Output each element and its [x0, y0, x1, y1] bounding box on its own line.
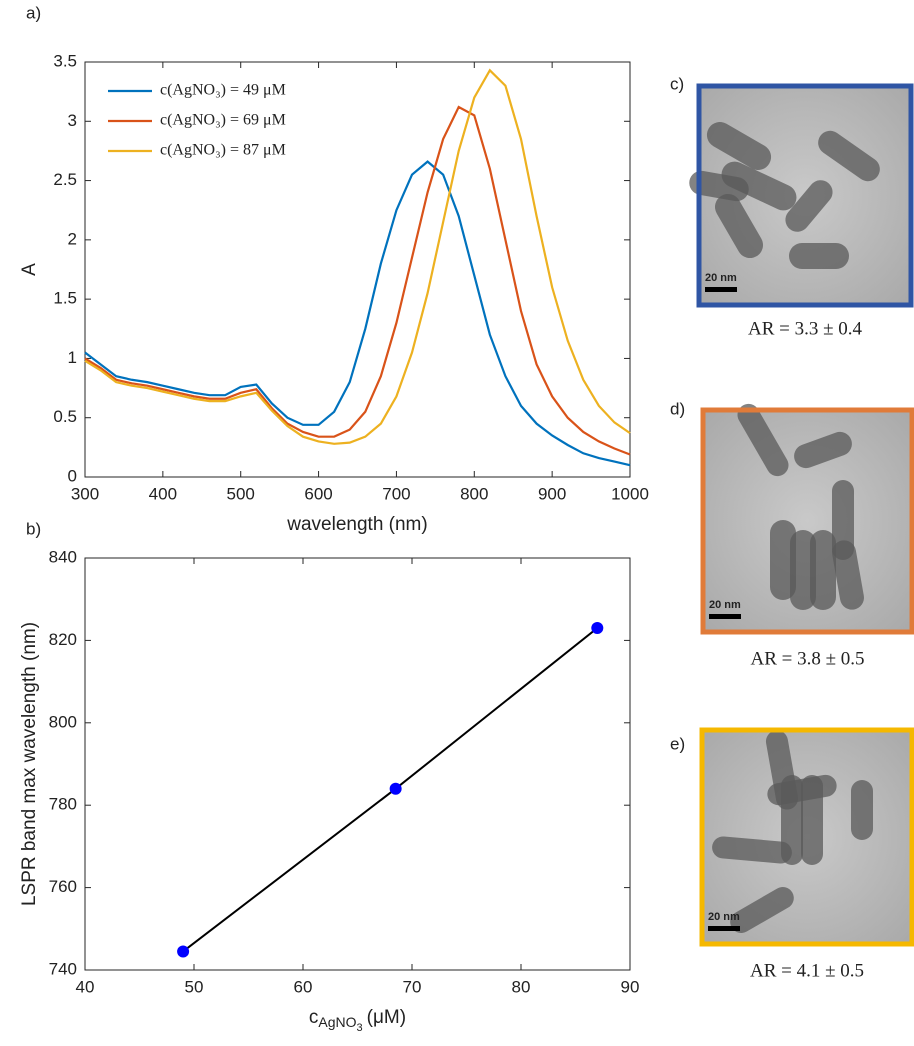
scale-label: 20 nm [708, 911, 740, 923]
y-tick-label: 760 [49, 877, 77, 896]
y-tick-label: 3 [68, 111, 77, 130]
caption: AR = 4.1 ± 0.5 [750, 960, 864, 981]
scale-bar [705, 287, 737, 292]
point [390, 783, 402, 795]
panel-label: d) [670, 399, 685, 418]
x-axis-label-part: c [309, 1007, 319, 1028]
x-axis-label-part: 3 [357, 1022, 363, 1034]
panel-label: b) [26, 519, 41, 538]
x-tick-label: 500 [227, 484, 255, 503]
scale-bar [708, 926, 740, 931]
nanorod [851, 780, 873, 840]
legend-label: c(AgNO₃) = 87 μM [160, 142, 286, 159]
x-tick-label: 40 [76, 977, 95, 996]
legend-label: c(AgNO₃) = 49 μM [160, 82, 286, 99]
y-tick-label: 0.5 [53, 407, 77, 426]
x-axis-label-part: (μM) [367, 1007, 406, 1028]
x-tick-label: 80 [512, 977, 531, 996]
x-axis-label: cAgNO3 (μM) [309, 1007, 406, 1034]
y-tick-label: 0 [68, 466, 77, 485]
x-tick-label: 90 [621, 977, 640, 996]
figure: a) 0 0.5 1 1.5 2 2.5 3 3.5 300 400 500 600 700 800 900 1… [0, 0, 914, 1046]
point [177, 945, 189, 957]
x-tick-label: 60 [294, 977, 313, 996]
y-tick-label: 800 [49, 712, 77, 731]
plot-area [85, 558, 630, 970]
scale-bar [709, 614, 741, 619]
panel-label: a) [26, 3, 41, 22]
chart: a) 0 0.5 1 1.5 2 2.5 3 3.5 300 400 500 600 700 800 900 1… [0, 0, 914, 1046]
y-tick-label: 840 [49, 547, 77, 566]
caption: AR = 3.8 ± 0.5 [750, 648, 864, 669]
scale-label: 20 nm [709, 599, 741, 611]
y-tick-label: 3.5 [53, 51, 77, 70]
x-tick-label: 900 [538, 484, 566, 503]
caption: AR = 3.3 ± 0.4 [748, 318, 863, 339]
x-tick-label: 700 [382, 484, 410, 503]
panel-label: c) [670, 74, 684, 93]
y-axis-label: LSPR band max wavelength (nm) [19, 622, 40, 906]
nanorod [810, 530, 836, 610]
y-tick-label: 1 [68, 348, 77, 367]
scale-label: 20 nm [705, 272, 737, 284]
y-tick-label: 2 [68, 229, 77, 248]
x-tick-label: 600 [304, 484, 332, 503]
x-tick-label: 50 [185, 977, 204, 996]
nanorod [801, 775, 823, 865]
x-axis-label-part: AgNO [318, 1014, 356, 1030]
y-tick-label: 1.5 [53, 289, 77, 308]
point [591, 622, 603, 634]
x-tick-label: 1000 [611, 484, 649, 503]
legend-label: c(AgNO₃) = 69 μM [160, 112, 286, 129]
x-tick-label: 300 [71, 484, 99, 503]
y-tick-label: 740 [49, 959, 77, 978]
panel-label: e) [670, 734, 685, 753]
y-tick-label: 2.5 [53, 170, 77, 189]
y-axis-label: A [19, 263, 40, 276]
nanorod [789, 243, 849, 269]
x-axis-label: wavelength (nm) [286, 514, 427, 535]
x-tick-label: 800 [460, 484, 488, 503]
x-tick-label: 70 [403, 977, 422, 996]
x-tick-label: 400 [149, 484, 177, 503]
y-tick-label: 820 [49, 630, 77, 649]
y-tick-label: 780 [49, 795, 77, 814]
